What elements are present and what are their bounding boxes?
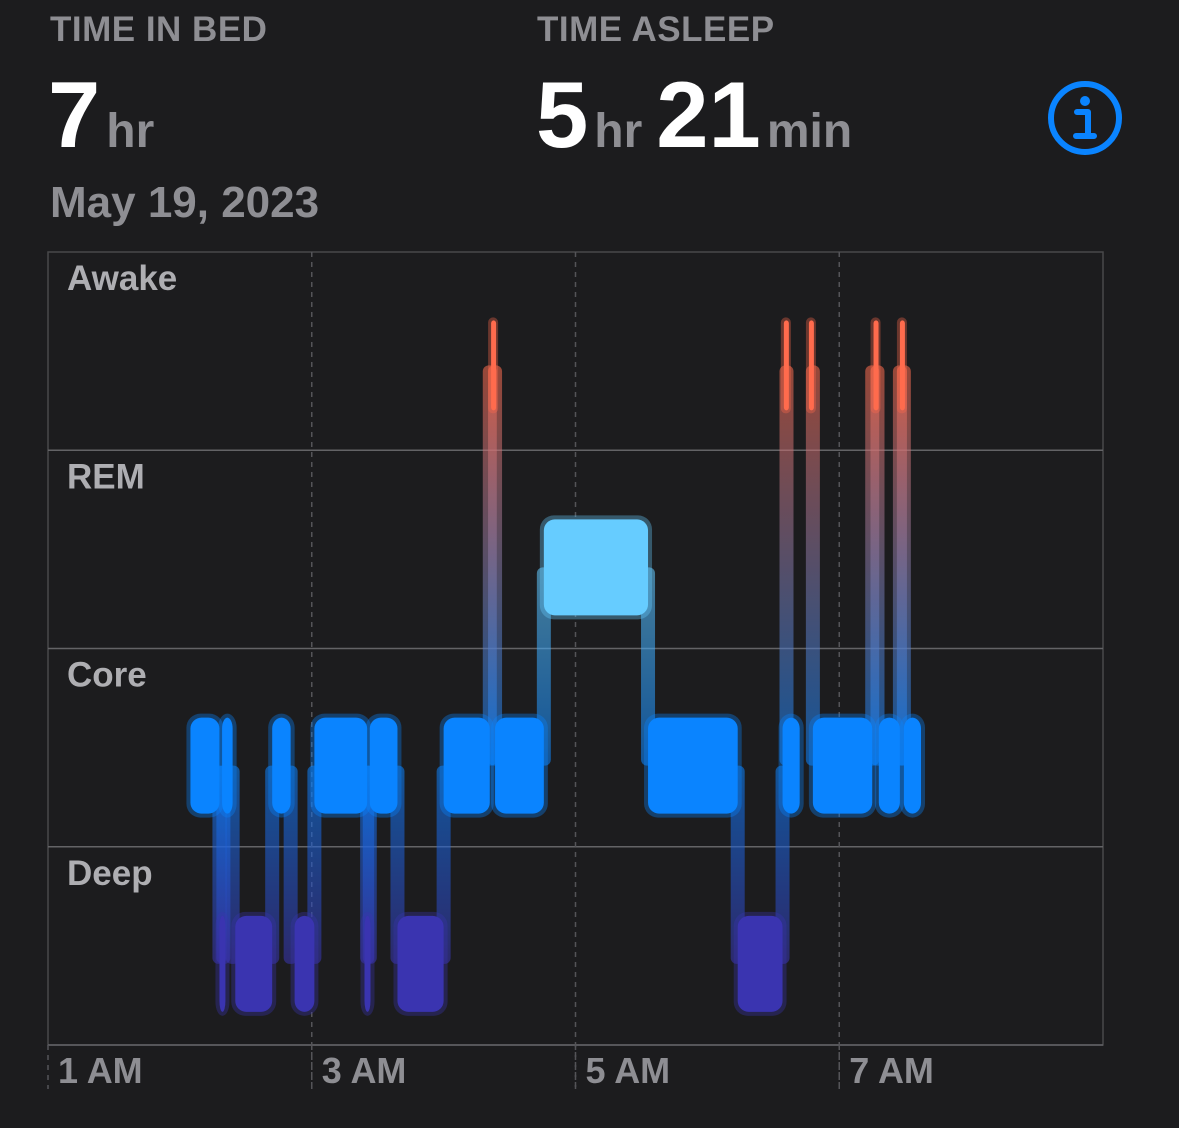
stage-transition [775,765,790,964]
awake-segment [491,320,497,411]
stage-transition [870,365,885,766]
stage-transition [436,765,451,964]
core-segment [369,717,398,814]
core-segment [648,717,738,814]
x-tick-label: 3 AM [322,1050,407,1091]
stage-transition [390,765,405,964]
x-tick-label: 7 AM [849,1050,934,1091]
core-segment [314,717,368,814]
core-segment [812,717,873,814]
stage-transition [488,365,503,766]
stage-transition [779,365,794,766]
time-asleep-hours-unit: hr [594,105,643,158]
stage-transition [641,567,656,766]
time-in-bed-label: TIME IN BED [50,10,268,49]
stage-transition [265,765,280,964]
stage-transition [536,567,551,766]
stage-label-core: Core [67,656,147,695]
core-segment [903,717,922,814]
core-segment [190,717,220,814]
core-segment [272,717,291,814]
awake-segment [783,320,789,411]
stage-label-rem: REM [67,457,145,496]
deep-segment [219,915,226,1012]
time-asleep-value: 5 hr 21 min [536,68,866,162]
deep-segment [397,915,444,1012]
awake-segment [873,320,879,411]
core-segment [878,717,900,814]
time-asleep-minutes: 21 [656,62,761,167]
stage-transition [896,365,911,766]
awake-segment [899,320,905,411]
core-segment [495,717,544,814]
time-in-bed-hours-unit: hr [106,105,155,158]
x-tick-label: 1 AM [58,1050,143,1091]
deep-segment [235,915,273,1012]
stage-transition [730,765,745,964]
x-tick-label: 5 AM [586,1050,671,1091]
rem-segment [543,519,649,616]
time-asleep-hours: 5 [536,62,589,167]
core-segment [782,717,800,814]
time-in-bed-hours: 7 [48,62,101,167]
stage-label-awake: Awake [67,259,177,298]
stage-transition [225,765,240,964]
stage-transition [805,365,820,766]
deep-segment [294,915,315,1012]
awake-segment [808,320,814,411]
sleep-date: May 19, 2023 [50,178,320,227]
stage-label-deep: Deep [67,854,153,893]
stage-transition [307,765,322,964]
time-asleep-label: TIME ASLEEP [537,10,775,49]
time-in-bed-value: 7 hr [48,68,168,162]
core-segment [443,717,490,814]
stage-transition [362,765,377,964]
deep-segment [737,915,783,1012]
stage-transition [283,765,298,964]
deep-segment [364,915,371,1012]
core-segment [222,717,233,814]
time-asleep-minutes-unit: min [766,105,853,158]
info-button[interactable] [1046,79,1124,157]
info-circle-icon [1048,81,1122,155]
